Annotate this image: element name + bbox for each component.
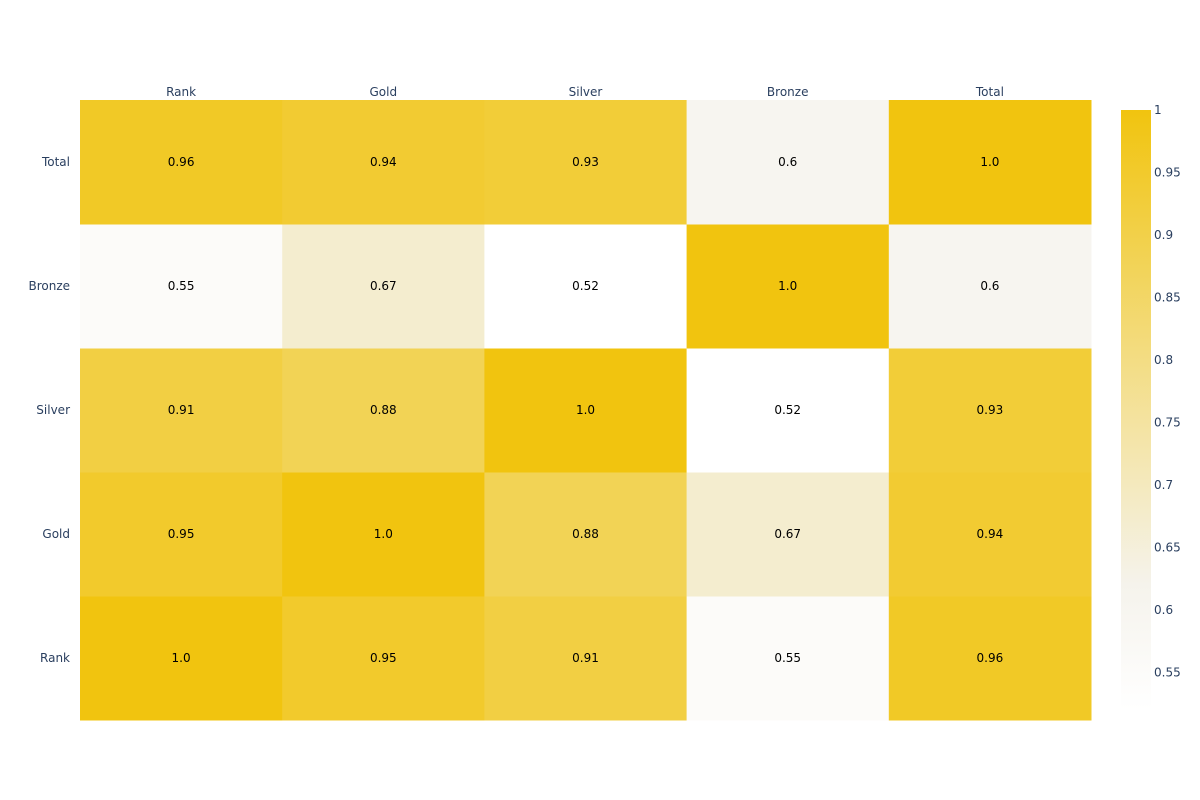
heatmap-cell-label: 1.0 [172,651,191,665]
heatmap-cell [80,224,283,349]
heatmap-cell-label: 0.91 [168,403,195,417]
y-axis-tick-label: Rank [40,651,70,665]
colorbar-tick-label: 1 [1154,103,1162,117]
heatmap-cell [282,596,485,721]
heatmap-cell [888,596,1092,721]
heatmap-cells [80,100,1092,721]
heatmap-cell-label: 0.6 [778,155,797,169]
colorbar-tick-label: 0.9 [1154,228,1173,242]
heatmap-cell-label: 0.55 [774,651,801,665]
heatmap-cell [888,348,1092,473]
heatmap-cell [484,596,688,721]
heatmap-cell-label: 0.6 [980,279,999,293]
colorbar-tick-label: 0.95 [1154,166,1181,180]
heatmap-cell [282,348,485,473]
heatmap-cell-label: 0.96 [977,651,1004,665]
y-axis-tick-label: Bronze [28,279,70,293]
heatmap-cell-label: 1.0 [778,279,797,293]
heatmap-cell [484,100,688,225]
heatmap-cell [80,100,283,225]
heatmap-cell-label: 0.52 [572,279,599,293]
colorbar-tick-label: 0.75 [1154,416,1181,430]
colorbar-tick-label: 0.7 [1154,478,1173,492]
heatmap-cell [80,472,283,597]
heatmap-cell-label: 0.52 [774,403,801,417]
heatmap-cell [686,348,890,473]
heatmap-cell [686,596,890,721]
heatmap-cell-label: 1.0 [576,403,595,417]
heatmap-cell [888,100,1092,225]
heatmap-cell-label: 0.94 [977,527,1004,541]
colorbar [1121,110,1151,710]
heatmap-cell-label: 1.0 [980,155,999,169]
colorbar-gradient [1121,110,1151,710]
heatmap-cell [484,348,688,473]
heatmap-cell-label: 0.96 [168,155,195,169]
heatmap-cell [282,224,485,349]
x-axis-tick-label: Total [975,85,1004,99]
y-axis-tick-label: Total [41,155,70,169]
heatmap-cell-label: 0.67 [370,279,397,293]
heatmap-cell-labels: 1.0 0.95 0.91 0.55 0.96 0.95 1.0 0.88 0.67 0.94 0.… [168,155,1004,665]
x-axis-tick-label: Rank [166,85,196,99]
heatmap-cell [484,224,688,349]
heatmap-cell [686,472,890,597]
heatmap-cell [282,472,485,597]
heatmap-cell-label: 0.93 [977,403,1004,417]
y-axis-tick-label: Gold [42,527,70,541]
colorbar-tick-label: 0.55 [1154,666,1181,680]
heatmap-cell [484,472,688,597]
heatmap-cell [80,596,283,721]
colorbar-tick-label: 0.65 [1154,541,1181,555]
heatmap-cell [888,224,1092,349]
heatmap-cell-label: 0.95 [168,527,195,541]
y-axis-tick-labels: Rank Gold Silver Bronze Total [28,155,70,665]
heatmap-cell-label: 0.88 [370,403,397,417]
heatmap-cell-label: 0.55 [168,279,195,293]
x-axis-tick-labels: Rank Gold Silver Bronze Total [166,85,1004,99]
colorbar-tick-labels: 0.55 0.6 0.65 0.7 0.75 0.8 0.85 0.9 0.95 1 [1154,103,1181,680]
x-axis-tick-label: Bronze [767,85,809,99]
heatmap-cell-label: 0.93 [572,155,599,169]
colorbar-tick-label: 0.85 [1154,291,1181,305]
heatmap-cell-label: 0.95 [370,651,397,665]
heatmap-cell [282,100,485,225]
heatmap-cell [888,472,1092,597]
colorbar-tick-label: 0.6 [1154,603,1173,617]
heatmap-cell-label: 1.0 [374,527,393,541]
heatmap-cell-label: 0.67 [774,527,801,541]
x-axis-tick-label: Silver [569,85,603,99]
colorbar-tick-label: 0.8 [1154,353,1173,367]
heatmap-cell [80,348,283,473]
heatmap-cell-label: 0.88 [572,527,599,541]
y-axis-tick-label: Silver [36,403,70,417]
x-axis-tick-label: Gold [370,85,398,99]
heatmap-cell-label: 0.94 [370,155,397,169]
heatmap-cell [686,224,890,349]
heatmap-cell [686,100,890,225]
heatmap-cell-label: 0.91 [572,651,599,665]
